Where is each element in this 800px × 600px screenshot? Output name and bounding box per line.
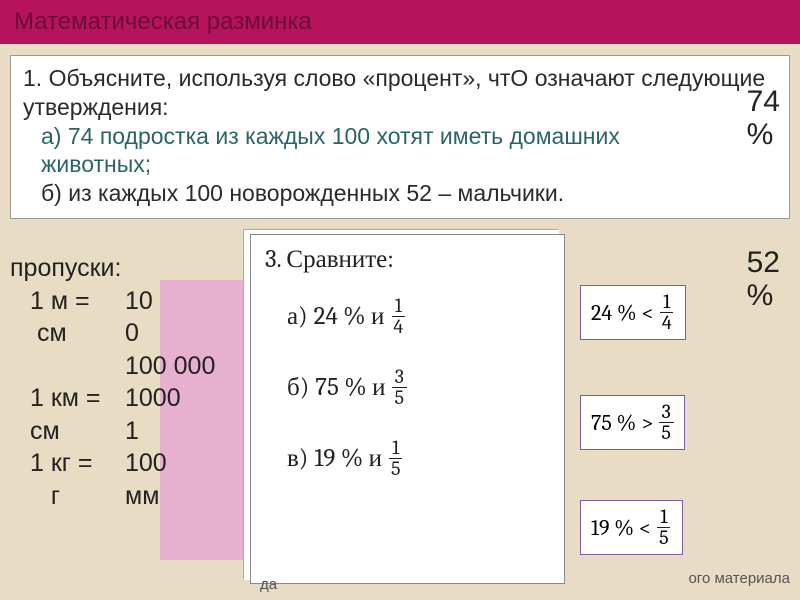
question-2-fill-blanks: пропуски: 1 м = см 100 100 000 1 км =см … [10, 252, 270, 512]
fraction: 1 5 [388, 438, 404, 479]
footer-fragment-1: да [260, 576, 277, 593]
answer-c: 19 % < 1 5 [580, 500, 683, 555]
fraction: 1 5 [656, 507, 672, 548]
footer-fragment-2: ого материала [688, 570, 790, 587]
slide-header: Математическая разминка [0, 0, 800, 44]
answer-b: 75 % > 3 5 [580, 395, 685, 450]
fraction: 1 4 [659, 292, 675, 333]
q2-row-extra: 100 000 [125, 350, 270, 383]
percent-74: 74 % [747, 85, 780, 151]
percent-52: 52 % [747, 246, 780, 312]
q2-row-km: 1 км =см 10001 [10, 382, 270, 447]
question-1-box: 1. Объясните, используя слово «процент»,… [10, 55, 790, 219]
q1-sub-b: б) из каждых 100 новорожденных 52 – маль… [41, 179, 777, 208]
fraction: 1 4 [390, 296, 406, 337]
q2-title: пропуски: [10, 252, 270, 285]
q3-row-c: в) 19 % и 1 5 [287, 438, 550, 479]
q3-row-b: б) 75 % и 3 5 [287, 367, 550, 408]
q3-title: 3. Сравните: [265, 245, 550, 274]
q2-row-m: 1 м = см 100 [10, 285, 270, 350]
question-3-compare-card: 3. Сравните: а) 24 % и 1 4 б) 75 % и 3 5… [250, 234, 565, 584]
answer-a: 24 % < 1 4 [580, 285, 686, 340]
q2-row-kg: 1 кг = г 100мм [10, 447, 270, 512]
fraction: 3 5 [658, 402, 674, 443]
q1-sub-a: а) 74 подростка из каждых 100 хотят имет… [41, 122, 777, 180]
q3-row-a: а) 24 % и 1 4 [287, 296, 550, 337]
fraction: 3 5 [392, 367, 408, 408]
q1-lead: 1. Объясните, используя слово «процент»,… [23, 64, 777, 122]
